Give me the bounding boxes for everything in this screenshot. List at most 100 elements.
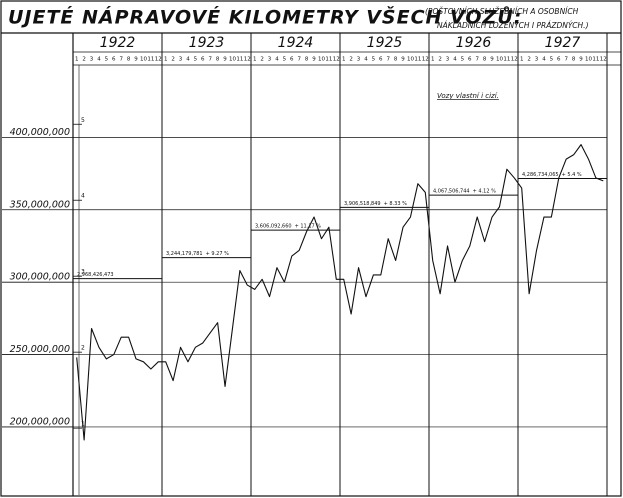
month-label: 4 [97, 57, 101, 63]
month-label: 1 [253, 57, 257, 63]
month-label: 2 [260, 57, 264, 63]
year-label: 1922 [100, 35, 136, 51]
month-label: 4 [275, 57, 279, 63]
month-label: 6 [557, 57, 561, 63]
month-label: 6 [468, 57, 472, 63]
y2-tick-label: 2 [81, 345, 85, 352]
month-label: 12 [244, 57, 251, 63]
month-label: 4 [186, 57, 190, 63]
month-label: 8 [216, 57, 220, 63]
month-label: 3 [268, 57, 272, 63]
month-label: 8 [483, 57, 487, 63]
month-label: 9 [134, 57, 138, 63]
month-label: 11 [147, 57, 154, 63]
month-label: 1 [431, 57, 435, 63]
month-label: 5 [461, 57, 465, 63]
month-label: 2 [171, 57, 175, 63]
month-label: 12 [600, 57, 607, 63]
month-label: 7 [386, 57, 390, 63]
month-label: 12 [422, 57, 429, 63]
chart-subtitle: NÁKLADNÍCH LOŽENÝCH I PRÁZDNÝCH.) [437, 21, 589, 30]
year-label: 1927 [545, 35, 581, 51]
growth-label: + 5.4 % [562, 172, 582, 178]
month-label: 10 [407, 57, 414, 63]
month-label: 11 [592, 57, 599, 63]
month-label: 1 [342, 57, 346, 63]
month-label: 12 [511, 57, 518, 63]
month-label: 6 [290, 57, 294, 63]
growth-label: + 4.12 % [473, 189, 497, 195]
month-label: 3 [446, 57, 450, 63]
value-label: 3,606,092,660 [255, 224, 292, 230]
month-label: 1 [520, 57, 524, 63]
month-label: 8 [394, 57, 398, 63]
month-label: 7 [475, 57, 479, 63]
month-label: 5 [283, 57, 287, 63]
month-label: 9 [579, 57, 583, 63]
month-label: 2 [438, 57, 442, 63]
y2-tick-label: 3 [81, 269, 85, 276]
month-label: 4 [364, 57, 368, 63]
growth-label: + 11.17 % [295, 224, 322, 230]
month-label: 5 [372, 57, 376, 63]
y-tick-label: 350,000,000 [10, 199, 70, 210]
month-label: 9 [490, 57, 494, 63]
month-label: 9 [312, 57, 316, 63]
month-label: 11 [503, 57, 510, 63]
year-label: 1923 [189, 35, 225, 51]
month-label: 9 [223, 57, 227, 63]
month-label: 11 [414, 57, 421, 63]
chart-subtitle: (POŠTOVNÍCH SLUŽEBNÍCH A OSOBNÍCH [425, 7, 579, 16]
month-label: 2 [82, 57, 86, 63]
month-label: 6 [379, 57, 383, 63]
month-label: 7 [208, 57, 212, 63]
month-label: 6 [112, 57, 116, 63]
month-label: 9 [401, 57, 405, 63]
month-label: 5 [105, 57, 109, 63]
month-label: 2 [349, 57, 353, 63]
month-label: 5 [550, 57, 554, 63]
month-label: 12 [333, 57, 340, 63]
value-label: 2,968,426,473 [77, 272, 114, 278]
month-label: 3 [179, 57, 183, 63]
month-label: 3 [535, 57, 539, 63]
value-label: 4,286,734,065 [522, 172, 559, 178]
month-label: 3 [357, 57, 361, 63]
y-tick-label: 400,000,000 [10, 127, 70, 138]
y-tick-label: 250,000,000 [10, 344, 70, 355]
value-label: 4,067,506,744 [433, 189, 470, 195]
value-label: 3,244,179,781 [166, 251, 203, 257]
month-label: 8 [572, 57, 576, 63]
month-label: 1 [75, 57, 79, 63]
data-line [76, 144, 604, 441]
year-label: 1924 [278, 35, 314, 51]
y2-tick-label: 5 [81, 117, 85, 124]
month-label: 11 [236, 57, 243, 63]
month-label: 10 [318, 57, 325, 63]
month-label: 3 [90, 57, 94, 63]
month-label: 10 [496, 57, 503, 63]
month-label: 8 [127, 57, 131, 63]
y2-tick-label: 4 [81, 193, 85, 200]
month-label: 5 [194, 57, 198, 63]
year-label: 1926 [456, 35, 492, 51]
y-tick-label: 200,000,000 [10, 416, 70, 427]
year-label: 1925 [367, 35, 403, 51]
growth-label: + 9.27 % [206, 251, 230, 257]
month-label: 6 [201, 57, 205, 63]
y-tick-label: 300,000,000 [10, 272, 70, 283]
annotation: Vozy vlastní i cizí. [437, 92, 499, 100]
growth-label: + 8.33 % [384, 201, 408, 207]
month-label: 10 [585, 57, 592, 63]
month-label: 8 [305, 57, 309, 63]
month-label: 4 [542, 57, 546, 63]
month-label: 10 [229, 57, 236, 63]
value-label: 3,906,518,849 [344, 201, 381, 207]
month-label: 7 [297, 57, 301, 63]
month-label: 10 [140, 57, 147, 63]
month-label: 12 [155, 57, 162, 63]
month-label: 4 [453, 57, 457, 63]
